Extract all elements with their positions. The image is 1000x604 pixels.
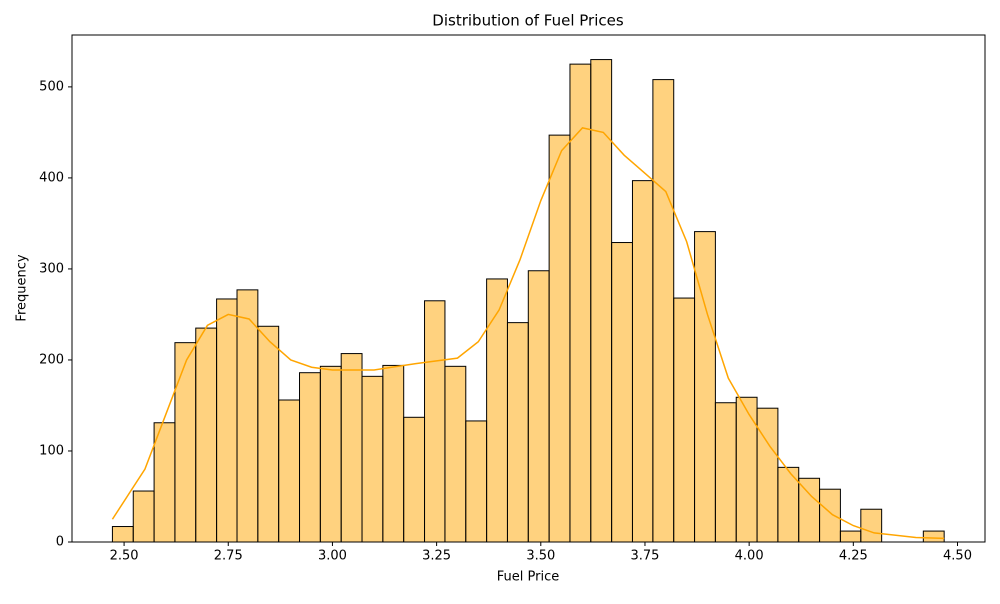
y-tick-label: 0 — [56, 535, 64, 550]
x-tick-label: 4.00 — [735, 549, 764, 564]
bar — [403, 416, 426, 543]
y-tick-label: 400 — [39, 170, 64, 185]
bar — [569, 63, 592, 543]
bar — [319, 365, 342, 543]
bar — [382, 364, 405, 543]
bar — [111, 526, 134, 543]
bar — [735, 396, 758, 543]
bar — [652, 79, 675, 543]
bar — [444, 365, 467, 543]
bar — [132, 490, 155, 543]
bar — [527, 270, 550, 543]
bar — [798, 477, 821, 543]
chart-title: Distribution of Fuel Prices — [432, 12, 624, 30]
bar — [424, 300, 446, 543]
bar — [216, 298, 238, 543]
y-tick-label: 300 — [39, 261, 64, 276]
bar — [819, 488, 841, 543]
bar — [236, 289, 259, 543]
bar — [278, 399, 301, 543]
bar — [299, 372, 321, 543]
bar — [860, 508, 883, 543]
bar — [195, 327, 218, 543]
bar — [756, 407, 779, 543]
y-tick-label: 200 — [39, 352, 64, 367]
x-tick-label: 3.50 — [526, 549, 555, 564]
bar — [174, 342, 197, 543]
x-tick-label: 3.00 — [318, 549, 347, 564]
bar — [506, 322, 529, 543]
bar — [361, 375, 384, 543]
bar — [839, 530, 862, 543]
bar — [465, 420, 488, 543]
x-tick-label: 3.25 — [422, 549, 451, 564]
bar — [486, 278, 508, 543]
bar — [548, 134, 571, 543]
y-tick-label: 500 — [39, 79, 64, 94]
y-axis-label: Frequency — [15, 254, 30, 321]
x-tick-label: 2.75 — [214, 549, 243, 564]
bar — [611, 242, 633, 543]
plot-frame — [71, 34, 986, 543]
bar — [673, 297, 696, 543]
bar — [153, 422, 176, 543]
x-tick-label: 2.50 — [110, 549, 139, 564]
bar — [922, 530, 945, 543]
bar — [714, 402, 737, 543]
bar — [340, 353, 363, 543]
bar — [631, 180, 654, 543]
x-tick-label: 3.75 — [630, 549, 659, 564]
bar — [257, 325, 280, 543]
x-axis-label: Fuel Price — [497, 570, 559, 585]
kde-line — [111, 127, 945, 540]
x-tick-label: 4.50 — [943, 549, 972, 564]
x-tick-label: 4.25 — [839, 549, 868, 564]
y-tick-label: 100 — [39, 443, 64, 458]
